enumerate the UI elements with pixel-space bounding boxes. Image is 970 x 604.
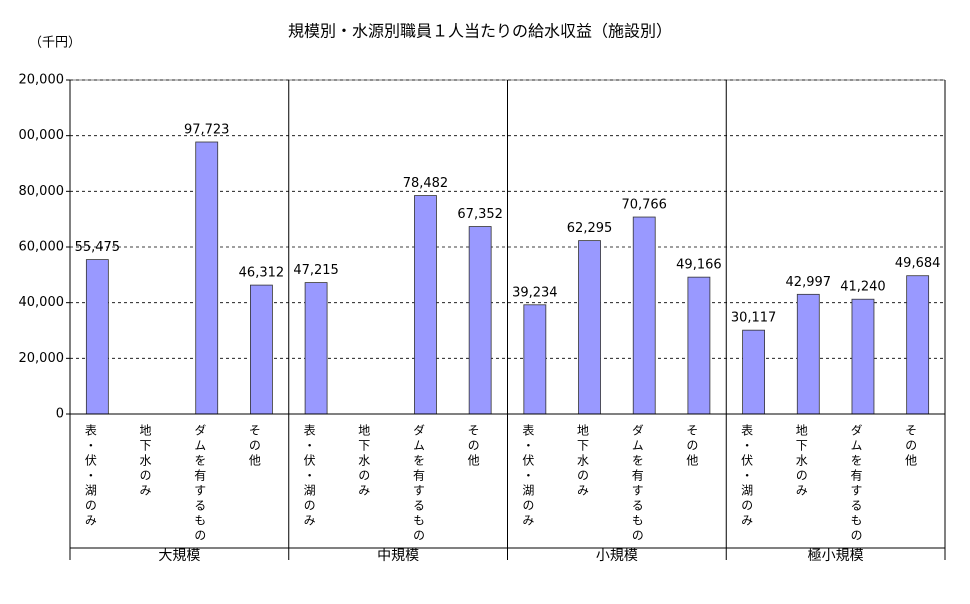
bar [195,141,219,415]
bar [85,259,109,415]
x-tick-label: 表・伏・湖のみ [521,424,535,529]
bar [250,284,273,415]
x-tick-label: 地下水のみ [138,424,152,499]
x-tick-label: ダムを有するもの [849,424,863,544]
value-label: 41,240 [840,280,886,295]
x-tick-label: 地下水のみ [357,424,371,499]
x-tick-label: 地下水のみ [576,424,590,499]
value-label: 39,234 [512,285,558,300]
x-tick-label: ダムを有するもの [411,424,425,544]
bar [304,282,328,415]
x-tick-label: ダムを有するもの [630,424,644,544]
bar [796,293,820,415]
y-unit: （千円） [29,36,81,51]
value-label: 42,997 [786,275,832,290]
x-tick-label: 地下水のみ [794,424,808,499]
x-tick-label: 表・伏・湖のみ [740,424,754,529]
y-tick-label: 0 [56,407,64,422]
value-label: 49,684 [895,256,941,271]
value-label: 55,475 [75,240,121,255]
value-label: 67,352 [457,207,503,222]
x-tick-label: 表・伏・湖のみ [83,424,97,529]
value-label: 97,723 [184,123,230,138]
y-tick-label: 20,000 [19,351,65,366]
bar [851,298,875,415]
value-label: 46,312 [239,266,285,281]
value-label: 78,482 [403,176,449,191]
group-label: 極小規模 [808,548,864,564]
y-tick-label: 80,000 [19,184,65,199]
x-tick-label: その他 [247,424,261,469]
x-tick-label: ダムを有するもの [193,424,207,544]
group-label: 大規模 [158,548,200,564]
bar [414,195,437,415]
y-tick-label: 00,000 [19,128,65,143]
value-label: 47,215 [293,263,339,278]
group-label: 小規模 [596,548,638,564]
value-label: 62,295 [567,221,613,236]
value-label: 49,166 [676,258,722,273]
y-tick-label: 20,000 [19,73,65,88]
y-tick-label: 60,000 [19,240,65,255]
chart-title: 規模別・水源別職員１人当たりの給水収益（施設別） [288,22,672,41]
bar [906,275,930,415]
x-tick-label: 表・伏・湖のみ [302,424,316,529]
value-label: 70,766 [621,198,667,213]
x-tick-label: その他 [466,424,480,469]
group-label: 中規模 [377,548,419,564]
bar [578,240,601,415]
bar [632,216,656,415]
x-tick-label: その他 [904,424,918,469]
bar [468,226,492,415]
value-label: 30,117 [731,311,777,326]
bar [742,329,765,415]
bar [687,276,711,415]
x-tick-label: その他 [685,424,699,469]
bar [523,304,547,415]
y-tick-label: 40,000 [19,295,65,310]
